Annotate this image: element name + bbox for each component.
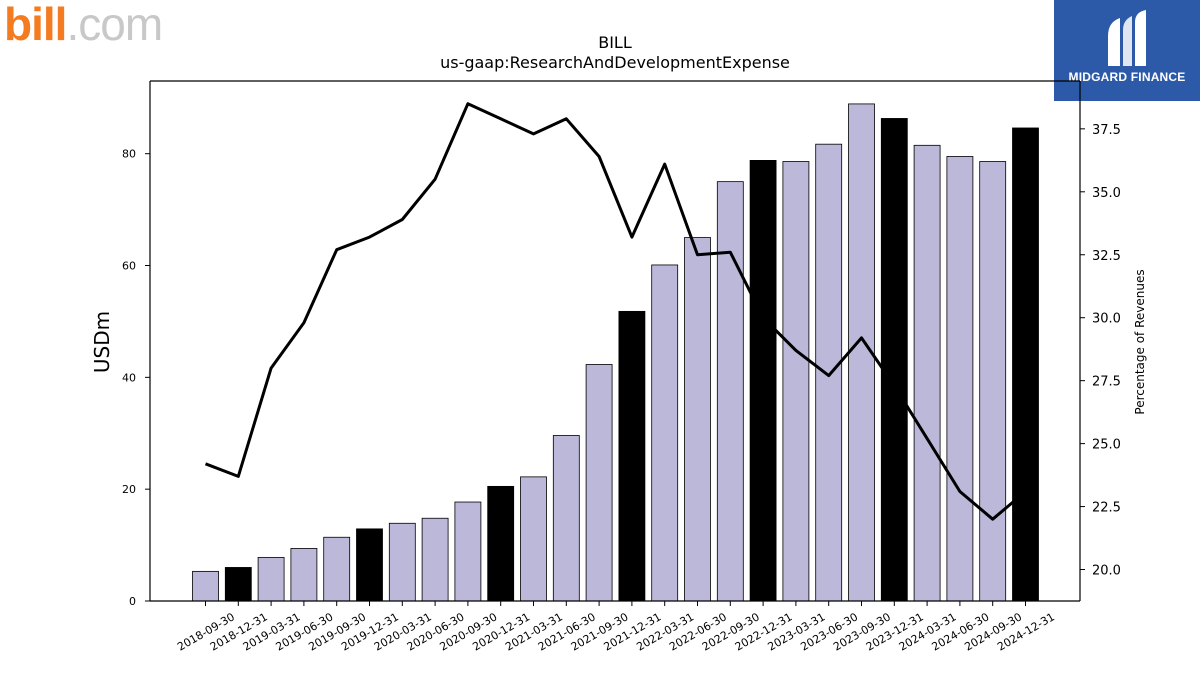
bill-logo: bill .com xyxy=(4,0,163,50)
bill-logo-primary: bill xyxy=(4,0,67,50)
bar-2019-06-30 xyxy=(290,548,318,602)
bar-2023-06-30 xyxy=(815,143,843,602)
y2-tick-label: 37.5 xyxy=(1092,123,1121,138)
bars-layer xyxy=(192,103,1039,602)
line-layer xyxy=(204,102,1027,521)
percentage-line xyxy=(204,102,1027,521)
bar-2020-09-30 xyxy=(454,501,482,602)
bar-2021-09-30 xyxy=(585,364,613,602)
chart-subtitle: us-gaap:ResearchAndDevelopmentExpense xyxy=(440,53,790,72)
bar-2021-03-31 xyxy=(520,476,547,602)
bar-2022-06-30 xyxy=(684,237,711,602)
bar-2022-12-31 xyxy=(749,159,777,602)
bar-2019-03-31 xyxy=(257,556,285,602)
y-tick-label: 20 xyxy=(122,483,136,496)
y2-tick-label: 27.5 xyxy=(1092,375,1121,390)
y2-tick-label: 25.0 xyxy=(1092,438,1121,453)
bar-2018-09-30 xyxy=(192,570,219,602)
midgard-logo-text: MIDGARD FINANCE xyxy=(1068,70,1186,84)
bar-2024-12-31 xyxy=(1012,127,1039,602)
bar-2018-12-31 xyxy=(224,567,252,602)
bar-2022-03-31 xyxy=(651,264,679,602)
bar-2024-03-31 xyxy=(913,144,941,602)
y2-tick-label: 22.5 xyxy=(1092,501,1121,516)
y-tick-label: 60 xyxy=(122,260,136,273)
y-tick-label: 80 xyxy=(122,148,136,161)
bar-2019-12-31 xyxy=(356,528,383,602)
bar-2020-12-31 xyxy=(487,485,515,602)
y-axis-label: USDm xyxy=(90,311,114,373)
y2-axis-label: Percentage of Revenues xyxy=(1133,269,1147,414)
bar-2023-03-31 xyxy=(782,161,810,602)
midgard-mark-icon xyxy=(1108,10,1146,66)
bar-2024-09-30 xyxy=(979,161,1007,602)
y-tick-label: 0 xyxy=(129,595,136,608)
bar-2022-09-30 xyxy=(716,181,744,602)
bar-2020-06-30 xyxy=(421,517,449,602)
bar-2020-03-31 xyxy=(388,522,416,602)
y2-tick-label: 20.0 xyxy=(1092,564,1121,579)
bar-2023-12-31 xyxy=(880,118,908,602)
midgard-finance-logo: MIDGARD FINANCE xyxy=(1054,0,1200,101)
bar-2021-06-30 xyxy=(552,435,580,602)
y2-tick-label: 32.5 xyxy=(1092,249,1121,264)
bill-logo-secondary: .com xyxy=(66,0,163,50)
bar-2019-09-30 xyxy=(323,536,351,602)
bar-2021-12-31 xyxy=(618,310,646,602)
y2-tick-label: 30.0 xyxy=(1092,312,1121,327)
bar-2024-06-30 xyxy=(946,156,974,602)
y-tick-label: 40 xyxy=(122,371,136,384)
y2-tick-label: 35.0 xyxy=(1092,186,1121,201)
chart-title: BILL xyxy=(598,33,632,52)
